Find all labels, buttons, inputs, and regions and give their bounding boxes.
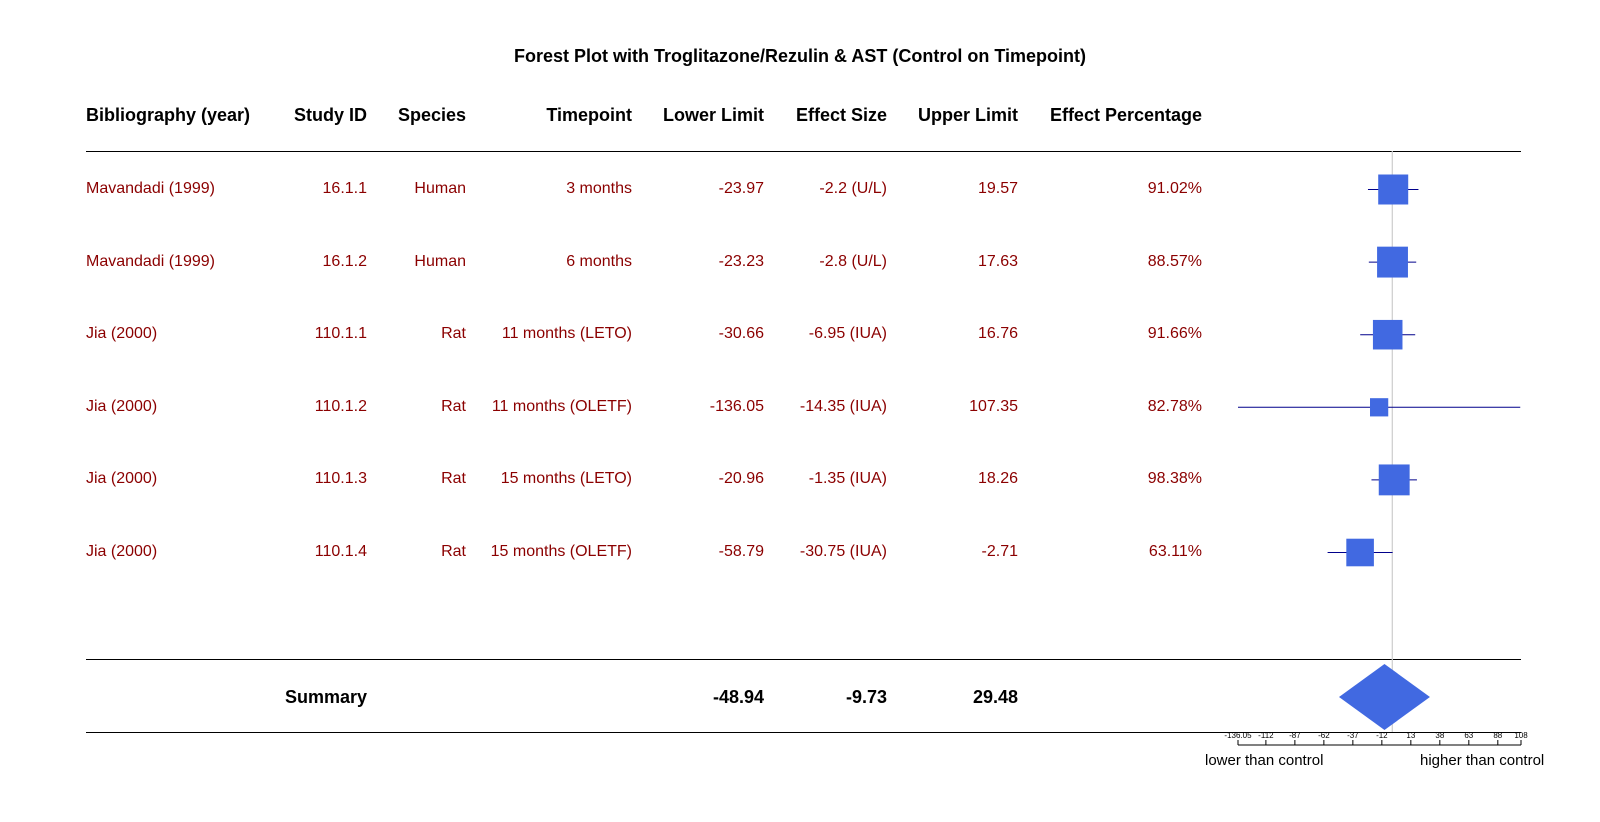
x-tick-label: -62 xyxy=(1318,731,1330,740)
cell-lower-limit: -23.23 xyxy=(718,252,764,270)
cell-effect-percentage: 91.66% xyxy=(1147,325,1202,343)
cell-effect-percentage: 98.38% xyxy=(1147,470,1202,488)
effect-square xyxy=(1378,174,1409,205)
x-tick-label: 13 xyxy=(1406,731,1415,740)
cell-species: Rat xyxy=(441,470,466,488)
cell-timepoint: 11 months (LETO) xyxy=(501,325,632,343)
cell-effect-percentage: 63.11% xyxy=(1148,543,1202,560)
cell-upper-limit: 18.26 xyxy=(977,470,1018,488)
cell-lower-limit: -20.96 xyxy=(718,470,764,488)
cell-bibliography: Jia (2000) xyxy=(86,543,158,560)
effect-square xyxy=(1377,246,1408,278)
x-tick-label: 63 xyxy=(1464,731,1473,740)
cell-study-id: 110.1.3 xyxy=(314,470,367,488)
header-species: Species xyxy=(397,105,466,125)
cell-bibliography: Mavandadi (1999) xyxy=(86,180,215,197)
cell-effect-size: -6.95 (IUA) xyxy=(808,325,887,343)
cell-lower-limit: -136.05 xyxy=(709,397,764,415)
summary-lower: -48.94 xyxy=(712,687,764,707)
cell-bibliography: Jia (2000) xyxy=(86,397,158,415)
header-lower-limit: Lower Limit xyxy=(662,105,764,125)
cell-study-id: 110.1.2 xyxy=(314,397,367,415)
x-tick-label: 88 xyxy=(1493,731,1502,740)
cell-timepoint: 11 months (OLETF) xyxy=(491,397,632,415)
cell-timepoint: 6 months xyxy=(566,252,632,270)
cell-upper-limit: 107.35 xyxy=(969,397,1018,415)
effect-square xyxy=(1372,319,1403,350)
cell-timepoint: 15 months (OLETF) xyxy=(490,543,632,560)
summary-diamond xyxy=(1339,664,1430,730)
cell-effect-percentage: 88.57% xyxy=(1147,252,1202,270)
x-tick-label: -37 xyxy=(1347,731,1359,740)
cell-effect-size: -1.35 (IUA) xyxy=(808,470,887,488)
cell-effect-percentage: 91.02% xyxy=(1147,180,1202,197)
cell-study-id: 16.1.1 xyxy=(322,180,367,197)
cell-bibliography: Mavandadi (1999) xyxy=(86,252,215,270)
cell-study-id: 16.1.2 xyxy=(322,252,367,270)
header-upper-limit: Upper Limit xyxy=(917,105,1018,125)
x-tick-label: -136.05 xyxy=(1224,731,1252,740)
x-tick-label: -12 xyxy=(1376,731,1388,740)
header-study-id: Study ID xyxy=(293,105,367,125)
chart-title: Forest Plot with Troglitazone/Rezulin & … xyxy=(514,46,1086,66)
x-tick-label: 38 xyxy=(1435,731,1444,740)
x-tick-label: -87 xyxy=(1289,731,1301,740)
header-effect-percentage: Effect Percentage xyxy=(1049,105,1202,125)
cell-lower-limit: -23.97 xyxy=(718,180,764,197)
cell-study-id: 110.1.1 xyxy=(314,325,367,343)
summary-top-rule xyxy=(86,659,1521,660)
cell-study-id: 110.1.4 xyxy=(314,543,367,560)
summary-label: Summary xyxy=(284,687,367,707)
cell-species: Rat xyxy=(441,543,466,560)
cell-effect-size: -2.8 (U/L) xyxy=(819,252,887,270)
header-rule xyxy=(86,151,1521,152)
cell-bibliography: Jia (2000) xyxy=(86,470,158,488)
cell-timepoint: 3 months xyxy=(566,180,632,197)
cell-lower-limit: -30.66 xyxy=(718,325,764,343)
cell-upper-limit: -2.71 xyxy=(981,543,1018,560)
x-tick-label: -112 xyxy=(1258,731,1274,740)
summary-upper: 29.48 xyxy=(972,687,1018,707)
cell-lower-limit: -58.79 xyxy=(718,543,764,560)
cell-effect-size: -2.2 (U/L) xyxy=(819,180,887,197)
x-label-lower: lower than control xyxy=(1205,752,1324,769)
effect-square xyxy=(1346,538,1374,567)
header-timepoint: Timepoint xyxy=(546,105,632,125)
effect-square xyxy=(1370,398,1389,417)
cell-species: Human xyxy=(414,252,466,270)
header-bibliography: Bibliography (year) xyxy=(86,105,251,125)
cell-upper-limit: 16.76 xyxy=(977,325,1018,343)
cell-upper-limit: 17.63 xyxy=(977,252,1018,270)
summary-effect: -9.73 xyxy=(845,687,887,707)
header-effect-size: Effect Size xyxy=(795,105,887,125)
x-tick-label: 108 xyxy=(1514,731,1528,740)
cell-effect-percentage: 82.78% xyxy=(1147,397,1202,415)
cell-species: Human xyxy=(414,180,466,197)
cell-species: Rat xyxy=(441,397,466,415)
effect-square xyxy=(1378,464,1410,496)
cell-timepoint: 15 months (LETO) xyxy=(500,470,632,488)
cell-effect-size: -30.75 (IUA) xyxy=(799,543,887,560)
summary-bottom-rule xyxy=(86,732,1521,733)
cell-effect-size: -14.35 (IUA) xyxy=(799,397,887,415)
cell-species: Rat xyxy=(441,325,466,343)
x-label-higher: higher than control xyxy=(1420,752,1545,769)
cell-bibliography: Jia (2000) xyxy=(86,325,158,343)
cell-upper-limit: 19.57 xyxy=(977,180,1018,197)
